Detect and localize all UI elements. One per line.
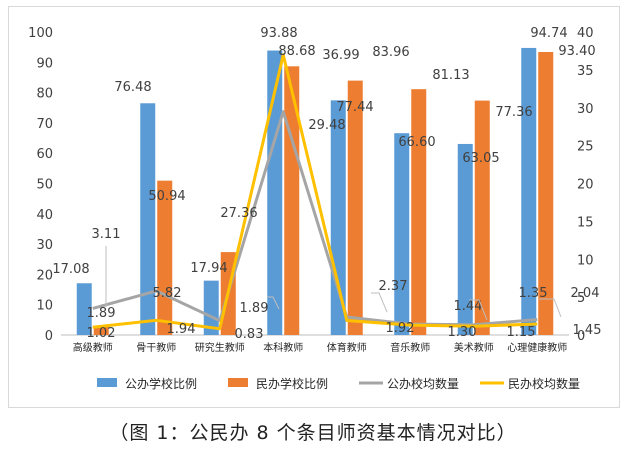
bar	[457, 143, 473, 335]
data-label: 1.89	[87, 306, 116, 321]
figure-caption: （图 1：公民办 8 个条目师资基本情况对比）	[109, 422, 517, 444]
data-label: 77.44	[336, 100, 373, 115]
y-right-tick-label: 40	[577, 26, 594, 41]
leader-line	[267, 296, 280, 310]
bar	[76, 283, 92, 335]
y-right-tick-label: 20	[577, 178, 594, 193]
x-tick-label: 心理健康教师	[507, 341, 567, 354]
bar	[93, 325, 109, 335]
legend-label: 民办学校比例	[256, 376, 328, 391]
y-right-tick-label: 35	[577, 64, 594, 79]
x-tick-label: 骨干教师	[136, 341, 176, 354]
y-right-tick-label: 15	[577, 215, 594, 230]
data-label: 1.30	[448, 325, 477, 340]
data-label: 0.83	[235, 327, 264, 342]
y-left-tick-label: 40	[36, 208, 53, 223]
y-right-tick-label: 5	[577, 291, 585, 306]
y-left-tick-label: 30	[36, 238, 53, 253]
bar	[521, 47, 537, 335]
data-label: 94.74	[530, 26, 567, 41]
x-tick-label: 音乐教师	[390, 341, 430, 354]
y-left-tick-label: 80	[36, 87, 53, 102]
data-label: 66.60	[398, 135, 435, 150]
data-label: 1.94	[167, 322, 196, 337]
bar	[347, 80, 363, 335]
data-label: 2.37	[379, 279, 408, 294]
data-label: 2.04	[571, 286, 600, 301]
data-label: 29.48	[308, 118, 345, 133]
data-label: 27.36	[220, 206, 257, 221]
x-tick-label: 高级教师	[73, 341, 113, 354]
data-label: 1.35	[519, 286, 548, 301]
y-right-tick-label: 25	[577, 140, 594, 155]
bar	[330, 100, 346, 335]
bar	[203, 280, 219, 335]
chart-frame: 0 10 20 30 40 50 60 70 80 90 100 0 5 10 15 20 25 30 35 40 高级…	[8, 6, 620, 408]
y-left-tick-label: 20	[36, 268, 53, 283]
data-label: 1.15	[507, 325, 536, 340]
data-label: 1.02	[87, 326, 116, 341]
bar	[538, 51, 554, 336]
data-label: 36.99	[322, 48, 359, 63]
bar-line-combo-chart: 0 10 20 30 40 50 60 70 80 90 100 0 5 10 15 20 25 30 35 40 高级…	[28, 26, 602, 391]
y-left-tick-label: 10	[36, 299, 53, 314]
y-right-tick-label: 0	[577, 329, 585, 344]
x-tick-label: 美术教师	[454, 341, 494, 354]
legend-label: 民办校均数量	[508, 376, 580, 391]
data-label: 81.13	[432, 68, 469, 83]
data-label: 83.96	[372, 45, 409, 60]
data-label: 1.44	[454, 299, 483, 314]
legend-swatch	[228, 378, 248, 387]
data-label: 76.48	[114, 80, 151, 95]
bar	[411, 89, 427, 335]
data-label: 88.68	[278, 44, 315, 59]
data-label: 63.05	[462, 151, 499, 166]
y-left-tick-label: 70	[36, 117, 53, 132]
leader-line	[539, 298, 562, 318]
legend-label: 公办学校比例	[125, 376, 197, 391]
y-left-tick-label: 90	[36, 56, 53, 71]
y-left-tick-label: 100	[28, 26, 53, 41]
leader-line	[371, 292, 388, 313]
legend-label: 公办校均数量	[387, 376, 459, 391]
bar	[394, 133, 410, 335]
x-tick-label: 本科教师	[263, 341, 303, 354]
y-left-tick-label: 60	[36, 147, 53, 162]
data-label: 1.89	[240, 301, 269, 316]
data-label: 17.08	[52, 262, 89, 277]
legend-swatch	[97, 378, 117, 387]
bar	[474, 100, 490, 335]
data-label: 3.11	[92, 227, 121, 242]
data-label: 1.45	[573, 323, 602, 338]
data-label: 1.92	[386, 321, 415, 336]
y-left-tick-label: 50	[36, 178, 53, 193]
y-left-tick-label: 0	[45, 329, 53, 344]
y-right-tick-label: 30	[577, 102, 594, 117]
y-right-tick-label: 10	[577, 253, 594, 268]
bar	[140, 103, 156, 336]
bar	[267, 50, 283, 335]
data-label: 77.36	[495, 105, 532, 120]
data-label: 17.94	[190, 261, 227, 276]
series-line	[92, 53, 538, 331]
leader-line	[469, 299, 488, 321]
data-label: 93.40	[558, 44, 595, 59]
data-label: 93.88	[260, 26, 297, 41]
x-tick-label: 研究生教师	[195, 341, 245, 354]
data-label: 50.94	[148, 189, 185, 204]
x-tick-label: 体育教师	[327, 341, 367, 354]
bar	[284, 66, 300, 336]
data-label: 5.82	[153, 286, 182, 301]
